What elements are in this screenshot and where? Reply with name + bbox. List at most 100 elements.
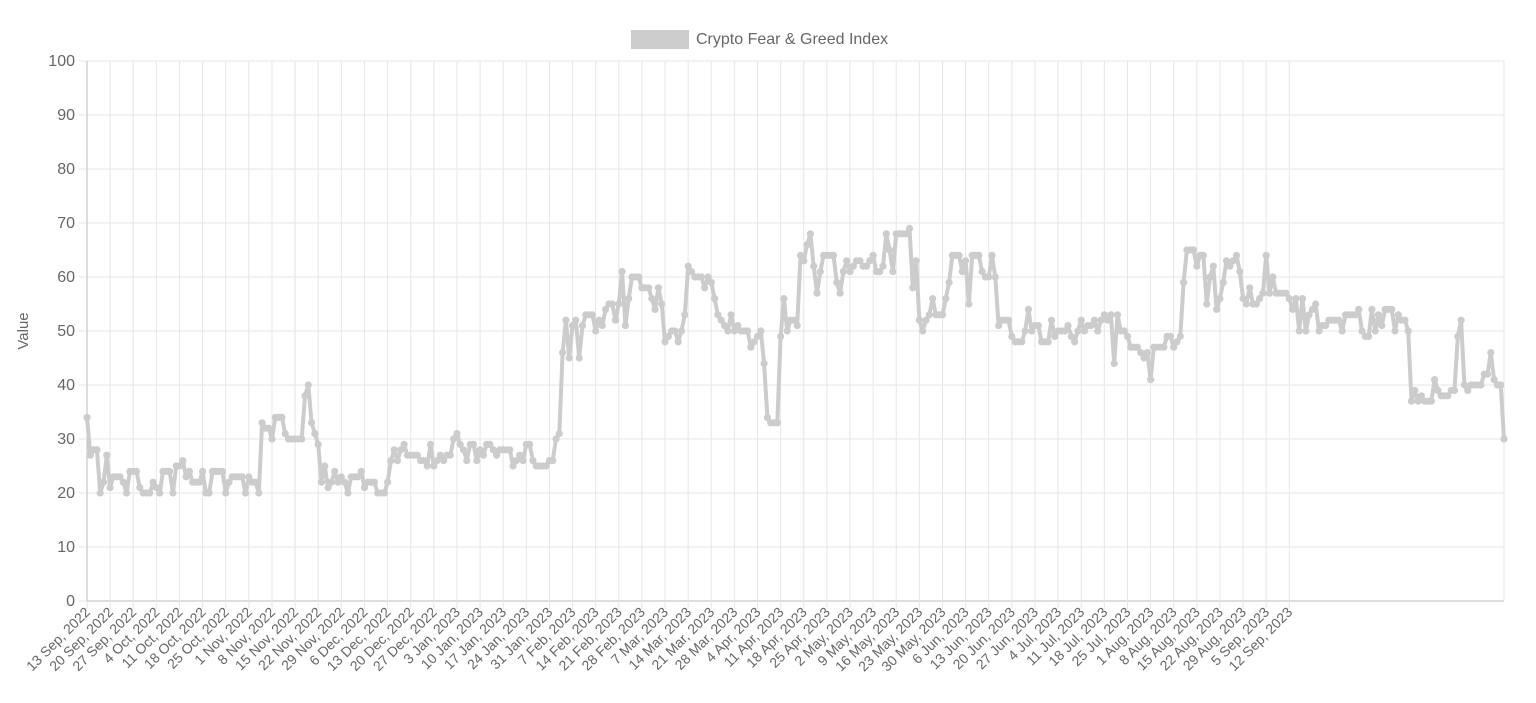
data-point[interactable] bbox=[119, 478, 127, 486]
data-point[interactable] bbox=[1213, 305, 1221, 313]
data-point[interactable] bbox=[413, 451, 421, 459]
legend-swatch[interactable] bbox=[631, 30, 689, 49]
data-point[interactable] bbox=[654, 284, 663, 292]
legend[interactable]: Crypto Fear & Greed Index bbox=[631, 30, 888, 49]
data-point[interactable] bbox=[123, 489, 131, 497]
data-point[interactable] bbox=[687, 268, 696, 276]
data-point[interactable] bbox=[1028, 327, 1036, 335]
data-point[interactable] bbox=[1259, 289, 1267, 297]
data-point[interactable] bbox=[83, 413, 91, 421]
data-point[interactable] bbox=[341, 478, 349, 486]
data-point[interactable] bbox=[1173, 338, 1181, 346]
data-point[interactable] bbox=[1497, 381, 1505, 389]
data-point[interactable] bbox=[1388, 305, 1396, 313]
data-point[interactable] bbox=[304, 381, 312, 389]
data-point[interactable] bbox=[648, 295, 656, 303]
data-point[interactable] bbox=[575, 354, 583, 362]
data-point[interactable] bbox=[962, 257, 970, 265]
data-point[interactable] bbox=[942, 295, 950, 303]
data-point[interactable] bbox=[93, 446, 101, 454]
data-point[interactable] bbox=[308, 419, 316, 427]
data-point[interactable] bbox=[1064, 322, 1072, 330]
data-point[interactable] bbox=[744, 327, 752, 335]
data-point[interactable] bbox=[314, 440, 322, 448]
data-point[interactable] bbox=[1206, 273, 1214, 281]
data-point[interactable] bbox=[1120, 327, 1128, 335]
data-point[interactable] bbox=[245, 473, 253, 481]
data-point[interactable] bbox=[945, 278, 953, 286]
data-point[interactable] bbox=[1391, 327, 1399, 335]
data-point[interactable] bbox=[1094, 327, 1102, 335]
data-point[interactable] bbox=[1180, 278, 1188, 286]
data-point[interactable] bbox=[780, 295, 788, 303]
data-point[interactable] bbox=[218, 467, 226, 475]
data-point[interactable] bbox=[1365, 332, 1373, 340]
data-point[interactable] bbox=[1193, 262, 1201, 270]
data-point[interactable] bbox=[156, 489, 164, 497]
data-point[interactable] bbox=[803, 241, 811, 249]
data-point[interactable] bbox=[588, 311, 597, 319]
data-point[interactable] bbox=[265, 424, 273, 432]
data-point[interactable] bbox=[426, 440, 435, 448]
data-point[interactable] bbox=[493, 451, 501, 459]
data-point[interactable] bbox=[334, 478, 342, 486]
data-point[interactable] bbox=[169, 489, 177, 497]
data-point[interactable] bbox=[430, 462, 438, 470]
data-point[interactable] bbox=[1457, 316, 1465, 324]
data-point[interactable] bbox=[886, 246, 894, 254]
data-point[interactable] bbox=[562, 316, 570, 324]
data-point[interactable] bbox=[846, 268, 854, 276]
data-point[interactable] bbox=[985, 273, 993, 281]
data-point[interactable] bbox=[625, 295, 633, 303]
data-point[interactable] bbox=[486, 440, 494, 448]
data-point[interactable] bbox=[1061, 327, 1069, 335]
data-point[interactable] bbox=[1308, 305, 1316, 313]
data-point[interactable] bbox=[701, 284, 709, 292]
data-point[interactable] bbox=[152, 484, 160, 492]
data-point[interactable] bbox=[1411, 386, 1419, 394]
data-point[interactable] bbox=[199, 467, 207, 475]
data-point[interactable] bbox=[635, 273, 643, 281]
data-point[interactable] bbox=[995, 322, 1003, 330]
data-point[interactable] bbox=[433, 457, 441, 465]
data-point[interactable] bbox=[225, 478, 233, 486]
data-point[interactable] bbox=[1312, 300, 1320, 308]
data-point[interactable] bbox=[116, 473, 124, 481]
data-point[interactable] bbox=[516, 451, 524, 459]
data-point[interactable] bbox=[446, 451, 454, 459]
data-point[interactable] bbox=[991, 273, 999, 281]
data-point[interactable] bbox=[1394, 311, 1402, 319]
data-point[interactable] bbox=[1374, 311, 1383, 319]
data-point[interactable] bbox=[1140, 354, 1148, 362]
data-point[interactable] bbox=[1047, 316, 1056, 324]
data-point[interactable] bbox=[697, 273, 706, 281]
data-point[interactable] bbox=[298, 435, 306, 443]
data-point[interactable] bbox=[195, 478, 203, 486]
data-point[interactable] bbox=[1137, 349, 1145, 357]
data-point[interactable] bbox=[387, 457, 395, 465]
data-point[interactable] bbox=[440, 457, 448, 465]
data-point[interactable] bbox=[1242, 300, 1250, 308]
data-point[interactable] bbox=[1160, 343, 1168, 351]
data-point[interactable] bbox=[255, 489, 263, 497]
data-point[interactable] bbox=[1490, 376, 1498, 384]
data-point[interactable] bbox=[843, 257, 851, 265]
data-point[interactable] bbox=[1004, 316, 1013, 324]
data-point[interactable] bbox=[707, 278, 715, 286]
data-point[interactable] bbox=[1113, 311, 1122, 319]
legend-label[interactable]: Crypto Fear & Greed Index bbox=[696, 31, 888, 48]
data-point[interactable] bbox=[1302, 327, 1310, 335]
data-point[interactable] bbox=[915, 316, 924, 324]
data-point[interactable] bbox=[268, 435, 276, 443]
data-point[interactable] bbox=[1087, 322, 1095, 330]
data-point[interactable] bbox=[1315, 327, 1323, 335]
data-point[interactable] bbox=[955, 251, 963, 259]
data-point[interactable] bbox=[664, 332, 672, 340]
data-point[interactable] bbox=[800, 257, 808, 265]
data-point[interactable] bbox=[763, 413, 772, 421]
data-point[interactable] bbox=[380, 489, 388, 497]
data-point[interactable] bbox=[816, 268, 824, 276]
data-point[interactable] bbox=[469, 440, 478, 448]
data-point[interactable] bbox=[182, 473, 190, 481]
data-point[interactable] bbox=[938, 311, 947, 319]
